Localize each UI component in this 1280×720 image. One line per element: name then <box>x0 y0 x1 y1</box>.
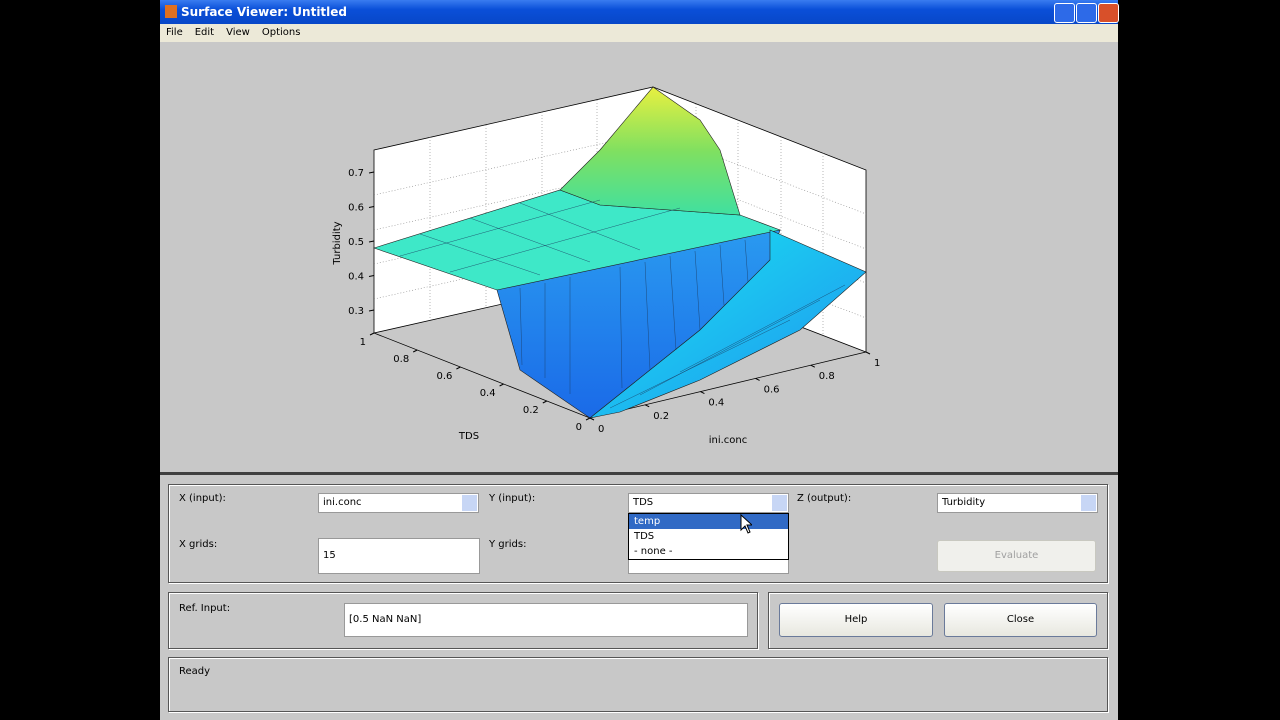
status-text: Ready <box>179 666 211 677</box>
x-grids-label: X grids: <box>179 539 218 550</box>
dropdown-option[interactable]: TDS <box>634 531 655 542</box>
dropdown-value: TDS <box>633 497 654 508</box>
y-tick <box>369 332 375 336</box>
ref-input-label: Ref. Input: <box>179 603 231 614</box>
x-tick <box>700 391 705 395</box>
ref-panel <box>168 592 758 649</box>
surface <box>373 86 867 419</box>
z-tick-label: 0.4 <box>348 272 364 283</box>
y-tick <box>542 400 548 404</box>
z-tick-label: 0.3 <box>348 306 364 317</box>
y-input-dropdown[interactable]: TDS <box>628 493 789 513</box>
status-panel <box>168 657 1108 712</box>
x-grids-input[interactable]: 15 <box>318 538 480 574</box>
axis-group: Turbidity TDS ini.conc 0.3 0.4 0.5 0.6 0.7 0 0… <box>332 168 880 446</box>
x-input-dropdown[interactable]: ini.conc <box>318 493 479 513</box>
x-input-label: X (input): <box>179 493 226 504</box>
dropdown-value: Turbidity <box>942 497 986 508</box>
mouse-cursor <box>740 514 752 534</box>
ref-input-field[interactable]: [0.5 NaN NaN] <box>344 603 748 637</box>
surface-plot: Turbidity TDS ini.conc 0.3 0.4 0.5 0.6 0.7 0 0… <box>332 86 880 446</box>
x-tick <box>644 404 650 408</box>
y-grids-label: Y grids: <box>489 539 527 550</box>
menu-item[interactable]: Options <box>261 27 301 38</box>
menu-item[interactable]: Edit <box>194 27 215 38</box>
x-tick-label: 0.8 <box>819 371 835 382</box>
z-tick <box>368 275 375 277</box>
x-tick <box>865 351 871 355</box>
x-tick-label: 0.6 <box>764 384 780 395</box>
x-axis-label: ini.conc <box>709 435 748 446</box>
surface-mesh <box>399 199 846 409</box>
minimize-button[interactable] <box>1054 3 1075 23</box>
close-window-button[interactable] <box>1098 3 1119 23</box>
z-axis-label: Turbidity <box>332 221 343 265</box>
window: Surface Viewer: Untitled File Edit View Opt… <box>160 0 1119 720</box>
z-output-label: Z (output): <box>797 493 852 504</box>
y-tick-label: 1 <box>360 337 366 348</box>
z-tick-label: 0.6 <box>348 203 364 214</box>
y-tick-label: 0.6 <box>436 371 452 382</box>
x-tick <box>755 377 760 381</box>
dropdown-option-selected[interactable]: temp <box>629 514 788 529</box>
y-tick <box>412 349 418 353</box>
y-tick-label: 0.2 <box>523 405 539 416</box>
y-tick <box>499 383 504 387</box>
close-button[interactable]: Close <box>944 603 1097 637</box>
x-tick-label: 0.4 <box>708 398 724 409</box>
z-tick <box>368 206 375 208</box>
input-panel <box>168 484 1108 583</box>
y-tick-label: 0.8 <box>393 354 409 365</box>
app-icon <box>165 5 177 18</box>
x-tick-label: 0.2 <box>653 411 669 422</box>
separator <box>160 472 1118 475</box>
z-tick <box>368 309 375 312</box>
z-output-dropdown[interactable]: Turbidity <box>937 493 1098 513</box>
y-tick <box>585 417 591 421</box>
help-button[interactable]: Help <box>779 603 933 637</box>
menu-item[interactable]: File <box>166 27 183 38</box>
z-tick <box>368 240 375 243</box>
y-input-label: Y (input): <box>489 493 536 504</box>
window-title: Surface Viewer: Untitled <box>181 5 348 19</box>
x-tick <box>589 417 595 421</box>
z-tick-label: 0.7 <box>348 168 364 179</box>
x-tick-label: 0 <box>598 424 604 435</box>
evaluate-button[interactable]: Evaluate <box>937 540 1096 572</box>
z-tick <box>368 171 375 174</box>
dropdown-value: ini.conc <box>323 497 362 508</box>
dropdown-option[interactable]: - none - <box>634 546 673 557</box>
title-bar: Surface Viewer: Untitled <box>160 0 1119 24</box>
menu-bar: File Edit View Options <box>160 24 1118 42</box>
x-tick-label: 1 <box>874 358 880 369</box>
menu-item[interactable]: View <box>226 27 250 38</box>
button-panel <box>768 592 1108 649</box>
y-axis-label: TDS <box>458 431 479 442</box>
z-tick-label: 0.5 <box>348 237 364 248</box>
y-tick-label: 0 <box>576 422 582 433</box>
dropdown-list: temp TDS - none - <box>628 513 789 560</box>
maximize-button[interactable] <box>1076 3 1097 23</box>
y-tick-label: 0.4 <box>480 388 496 399</box>
x-tick <box>810 364 816 368</box>
y-tick <box>456 366 461 370</box>
